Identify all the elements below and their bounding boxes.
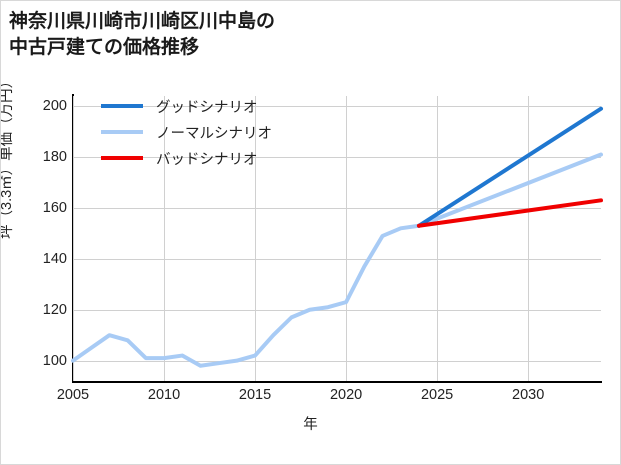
x-tick-label: 2025 [420,387,454,403]
x-gridline [255,96,257,381]
y-tick-label: 180 [42,149,67,166]
y-gridline [73,157,601,159]
plot-area [71,96,603,381]
y-gridline [73,360,601,362]
legend-color-swatch [101,130,143,134]
y-gridline [73,309,601,311]
y-tick-label: 140 [42,250,67,267]
x-tick-label: 2005 [56,387,90,403]
y-tick-label: 200 [42,98,67,115]
series-line [71,152,603,368]
legend-item[interactable]: ノーマルシナリオ [101,119,311,145]
x-tick-label: 2010 [147,387,181,403]
x-gridline [73,96,74,381]
series-line [416,106,603,228]
x-tick-label: 2030 [512,387,545,403]
legend-label: バッドシナリオ [156,151,258,168]
y-gridline [73,258,601,260]
x-gridline [437,96,439,381]
series-layer [71,106,603,368]
chart-legend: グッドシナリオ ノーマルシナリオ バッドシナリオ [101,93,311,171]
x-axis-spine [72,381,602,383]
y-tick-label: 100 [42,352,67,369]
legend-item[interactable]: グッドシナリオ [101,93,311,119]
x-tick-label: 2015 [238,387,272,403]
x-gridline [164,96,166,381]
x-axis-label: 年 [303,417,318,433]
x-gridline [528,96,530,381]
series-line [416,198,603,228]
y-tick-label: 120 [42,301,67,318]
legend-color-swatch [101,156,143,160]
y-gridline [73,106,601,108]
x-tick-label: 2020 [329,387,363,403]
page-title: 神奈川県川崎市川崎区川中島の 中古戸建ての価格推移 [9,11,276,59]
legend-color-swatch [101,104,143,108]
y-gridline [73,207,601,209]
y-tick-label: 160 [42,199,67,216]
legend-label: ノーマルシナリオ [156,125,272,142]
x-gridline [346,96,348,381]
legend-item[interactable]: バッドシナリオ [101,145,311,171]
legend-label: グッドシナリオ [156,99,258,116]
